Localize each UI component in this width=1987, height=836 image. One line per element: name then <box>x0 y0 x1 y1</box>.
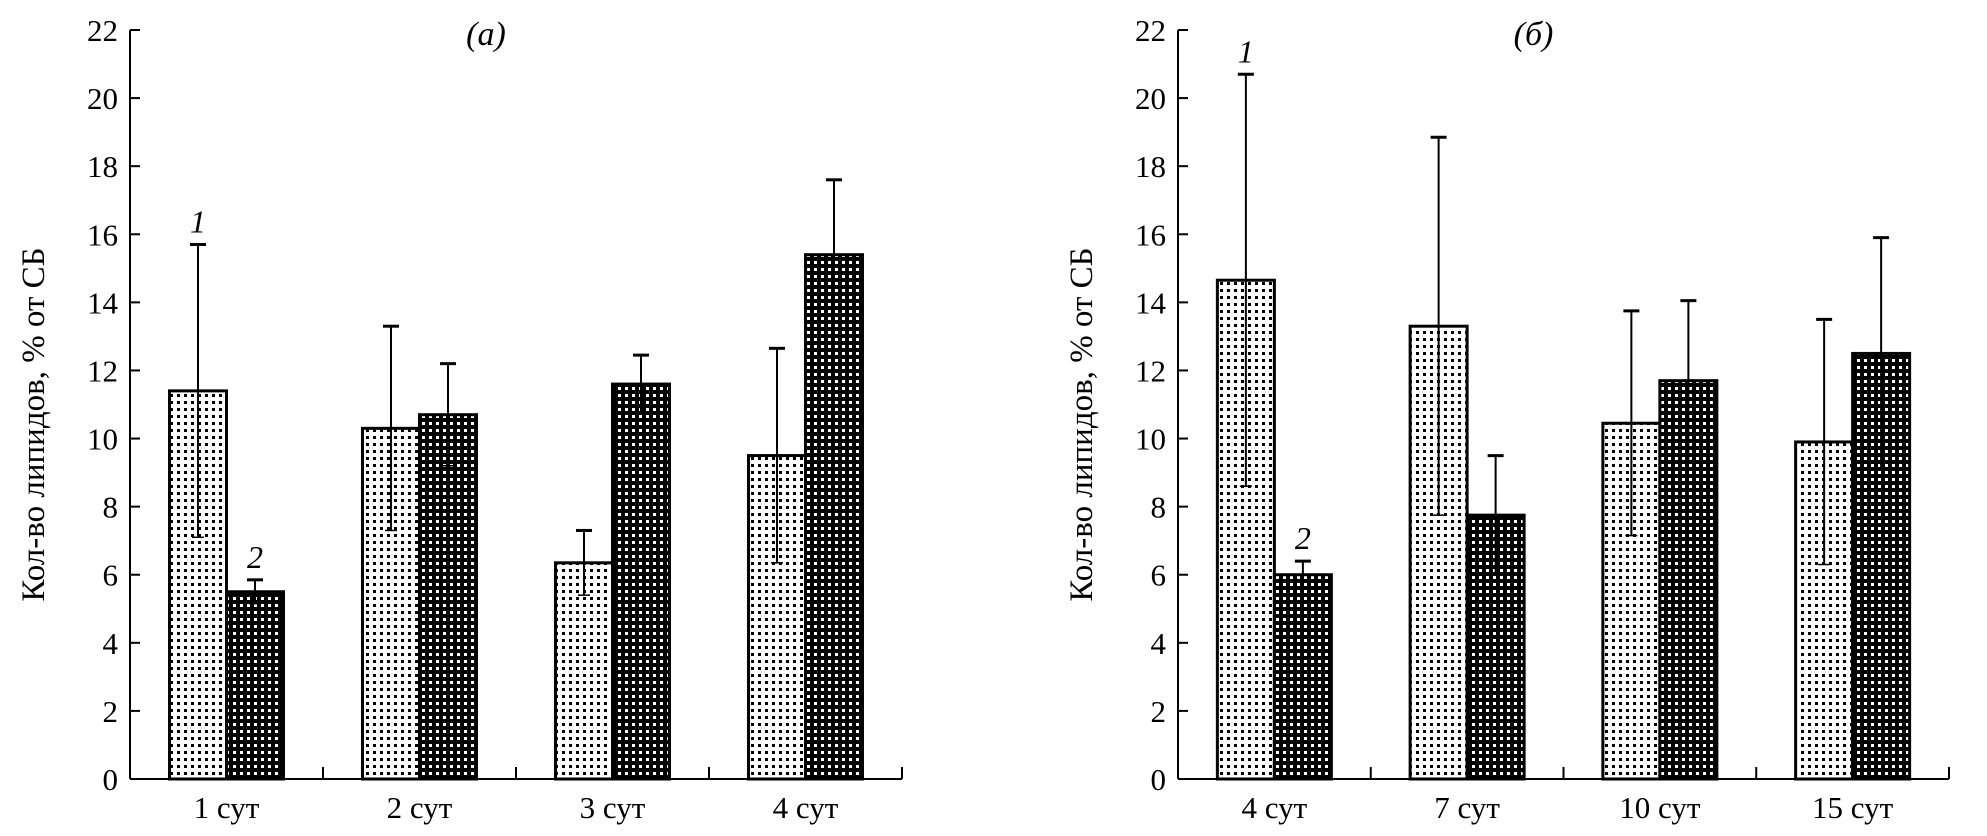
y-tick-label: 10 <box>1135 422 1166 457</box>
y-tick-label: 18 <box>87 149 118 184</box>
y-tick-label: 18 <box>1135 149 1166 184</box>
y-tick-label: 14 <box>1135 285 1167 320</box>
x-tick-label: 7 сут <box>1434 790 1500 825</box>
y-tick-label: 12 <box>87 353 118 388</box>
y-tick-label: 10 <box>87 422 118 457</box>
panel-title: (a) <box>466 16 506 53</box>
series-label: 2 <box>1295 520 1311 556</box>
bar-2-0 <box>225 590 285 781</box>
y-tick-label: 2 <box>103 694 119 729</box>
y-tick-label: 8 <box>1151 490 1167 525</box>
series-label: 1 <box>190 203 206 239</box>
y-tick-label: 6 <box>1151 558 1167 593</box>
x-tick-label: 4 сут <box>773 790 839 825</box>
series-label: 2 <box>247 539 263 575</box>
y-tick-label: 6 <box>103 558 119 593</box>
y-tick-label: 20 <box>1135 81 1166 116</box>
y-tick-label: 22 <box>87 13 118 48</box>
y-axis-label: Кол-во липидов, % от СБ <box>16 247 52 601</box>
y-tick-label: 4 <box>103 626 119 661</box>
x-tick-label: 10 сут <box>1619 790 1701 825</box>
y-tick-label: 22 <box>1135 13 1166 48</box>
y-tick-label: 4 <box>1151 626 1167 661</box>
y-tick-label: 16 <box>87 217 118 252</box>
x-tick-label: 4 сут <box>1242 790 1308 825</box>
bar-2-0 <box>1272 573 1333 781</box>
y-tick-label: 2 <box>1151 694 1167 729</box>
bar-2-2 <box>611 382 671 781</box>
x-tick-label: 15 сут <box>1812 790 1894 825</box>
y-axis-label: Кол-во липидов, % от СБ <box>1064 247 1100 601</box>
y-tick-label: 16 <box>1135 217 1166 252</box>
x-tick-label: 1 сут <box>194 790 260 825</box>
bar-2-3 <box>804 253 864 781</box>
y-tick-label: 12 <box>1135 353 1166 388</box>
y-tick-label: 0 <box>103 762 119 797</box>
bar-1-3 <box>747 454 807 781</box>
y-tick-label: 14 <box>87 285 119 320</box>
bar-2-1 <box>418 413 478 781</box>
y-tick-label: 0 <box>1151 762 1167 797</box>
y-tick-label: 20 <box>87 81 118 116</box>
panel-title: (б) <box>1514 16 1554 53</box>
y-tick-label: 8 <box>103 490 119 525</box>
x-tick-label: 3 сут <box>580 790 646 825</box>
series-label: 1 <box>1238 33 1254 69</box>
x-tick-label: 2 сут <box>387 790 453 825</box>
